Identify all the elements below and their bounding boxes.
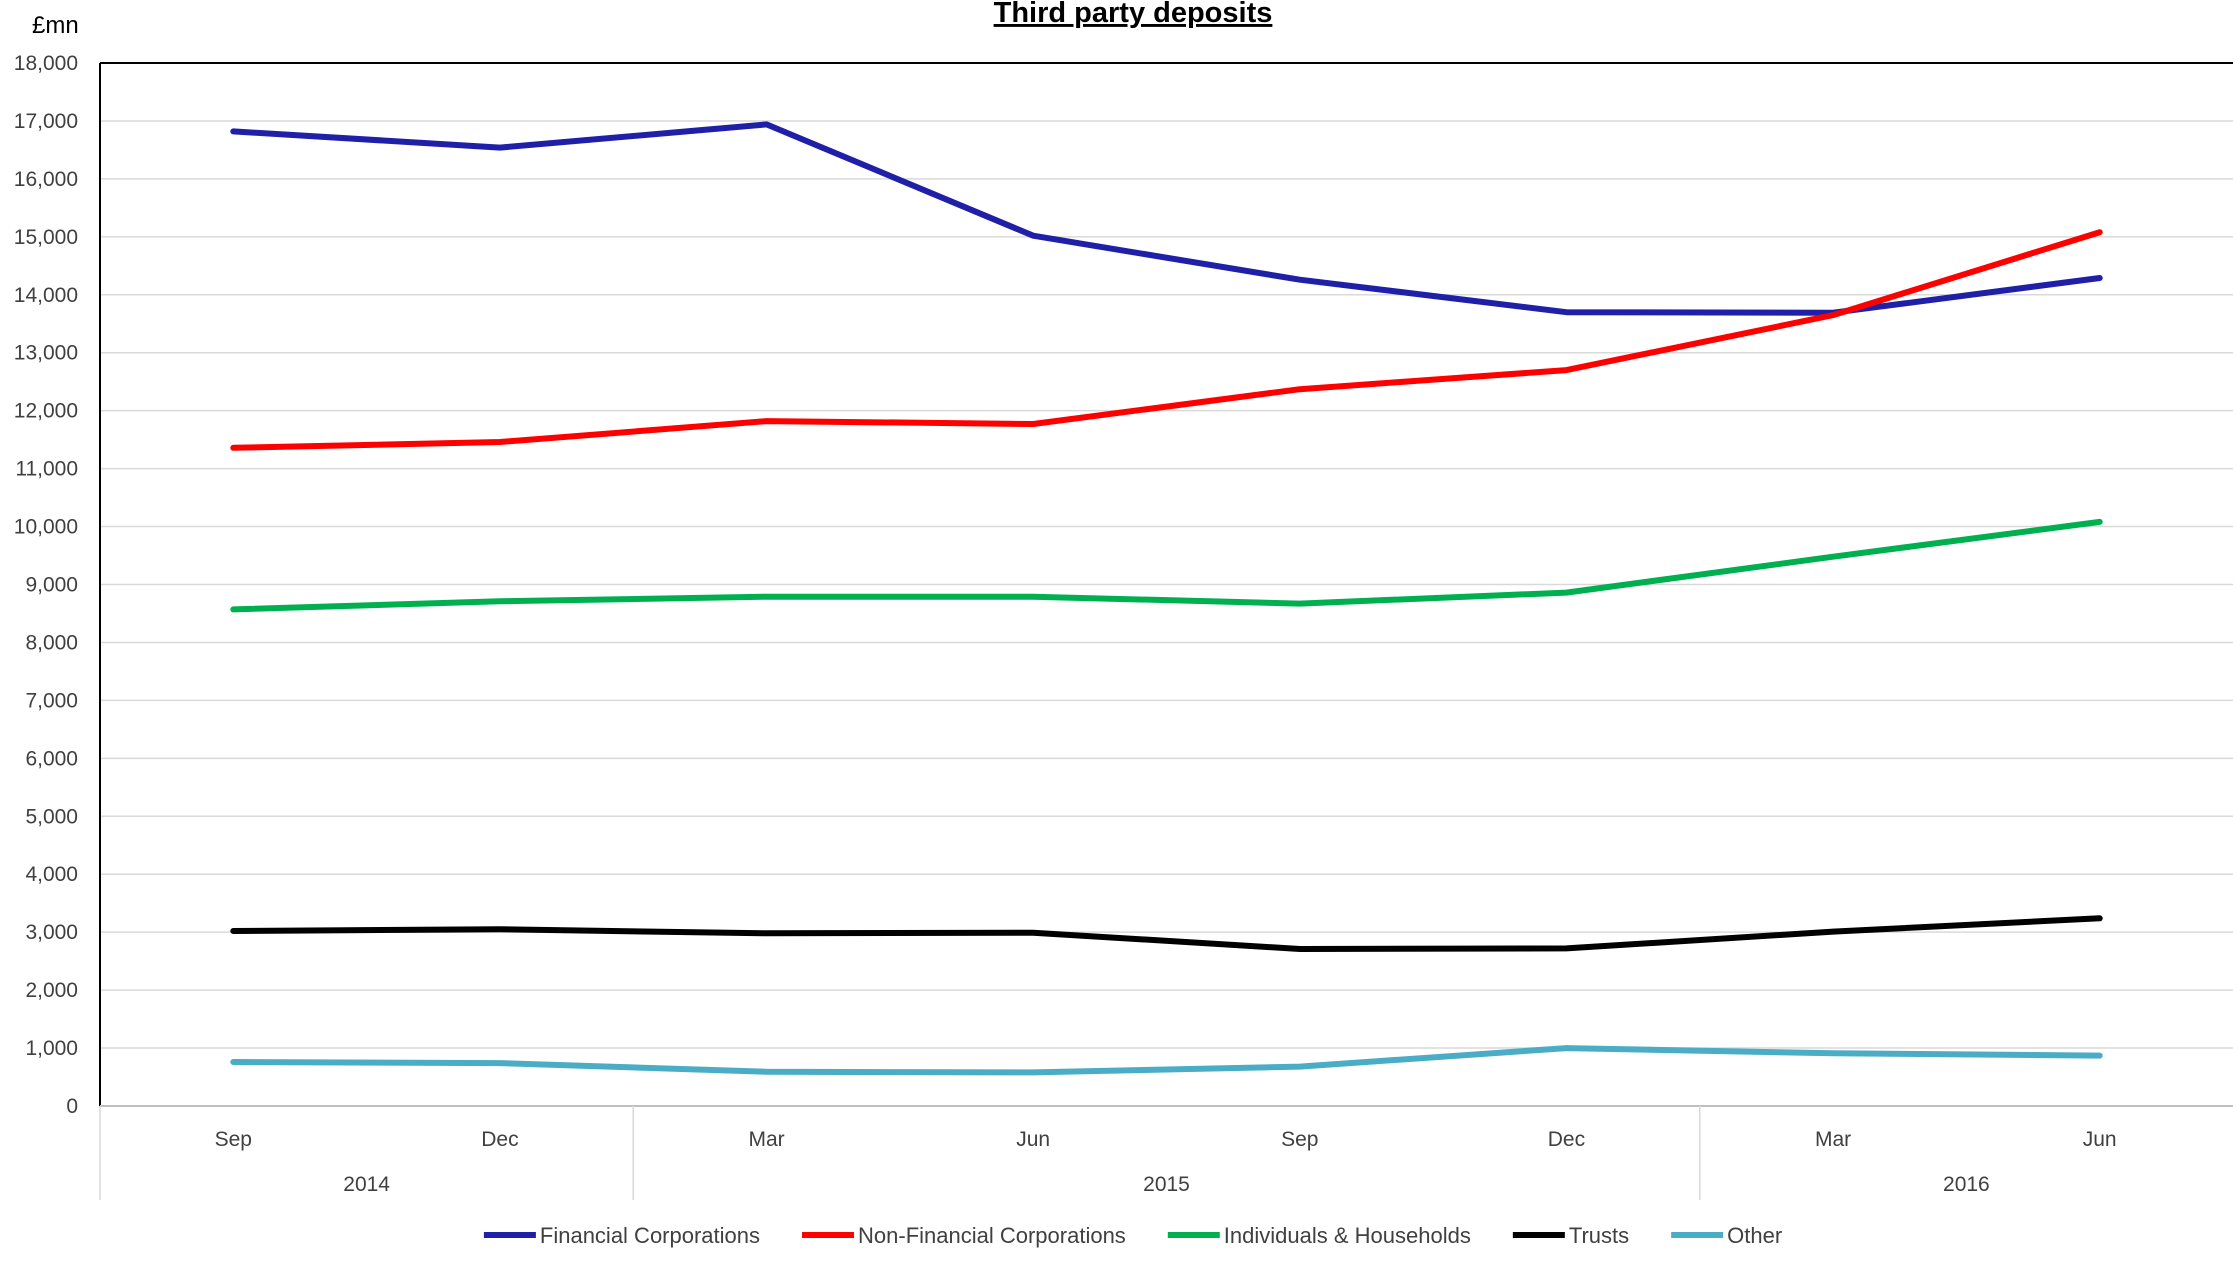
legend-items: Financial Corporations Non-Financial Corp… — [483, 1223, 1782, 1248]
legend-label-financial-corporations: Financial Corporations — [540, 1223, 760, 1248]
x-tick-label: Dec — [1548, 1128, 1585, 1151]
y-tick-label: 3,000 — [25, 921, 78, 944]
gridlines — [100, 62, 2233, 1049]
x-tick-label: Jun — [1016, 1128, 1050, 1151]
series-line-non-financial-corporations — [230, 229, 2103, 451]
series-line-other — [230, 1045, 2103, 1076]
y-tick-label: 4,000 — [25, 863, 78, 886]
y-tick-label: 15,000 — [14, 226, 78, 249]
x-tick-label: Dec — [481, 1128, 518, 1151]
y-tick-label: 11,000 — [15, 458, 78, 481]
x-tick-label: Jun — [2083, 1128, 2117, 1151]
y-tick-label: 1,000 — [25, 1037, 78, 1060]
y-tick-label: 16,000 — [14, 168, 78, 191]
y-tick-label: 9,000 — [25, 574, 78, 597]
chart-title: Third party deposits — [994, 0, 1273, 29]
x-group-label: 2014 — [343, 1173, 390, 1196]
x-tick-label: Mar — [748, 1128, 784, 1151]
series-line-financial-corporations — [230, 121, 2103, 316]
y-tick-label: 17,000 — [14, 110, 78, 133]
legend-label-trusts: Trusts — [1569, 1223, 1629, 1248]
x-group-label: 2016 — [1943, 1173, 1990, 1196]
legend-label-other: Other — [1727, 1223, 1782, 1248]
y-tick-label: 5,000 — [25, 805, 78, 828]
legend-label-non-financial-corporations: Non-Financial Corporations — [858, 1223, 1126, 1248]
series-lines — [230, 121, 2103, 1076]
y-tick-label: 6,000 — [25, 747, 78, 770]
legend-label-individuals-households: Individuals & Households — [1224, 1223, 1471, 1248]
x-tick-label: Sep — [1281, 1128, 1318, 1151]
x-tick-label: Mar — [1815, 1128, 1851, 1151]
y-tick-label: 14,000 — [14, 284, 78, 307]
legend: Financial Corporations Non-Financial Corp… — [483, 1223, 1782, 1248]
y-tick-label: 13,000 — [14, 342, 78, 365]
y-axis-unit-label: £mn — [32, 12, 79, 39]
y-tick-label: 8,000 — [25, 631, 78, 654]
y-tick-label: 12,000 — [14, 400, 78, 423]
x-tick-label: Sep — [215, 1128, 252, 1151]
y-tick-label: 10,000 — [14, 516, 78, 539]
series-line-trusts — [230, 915, 2103, 952]
y-tick-label: 0 — [66, 1095, 78, 1118]
y-tick-label: 2,000 — [25, 979, 78, 1002]
y-tick-label: 7,000 — [25, 689, 78, 712]
y-axis-ticks: 0 1,000 2,000 3,000 4,000 5,000 6,000 7,000 8,00… — [14, 52, 78, 1118]
x-group-label: 2015 — [1143, 1173, 1190, 1196]
x-axis-ticks: Sep Dec Mar Jun Sep Dec Mar Jun 2014 2015 2016 — [99, 1106, 2117, 1200]
series-line-individuals-households — [230, 518, 2103, 613]
y-tick-label: 18,000 — [14, 52, 78, 75]
axes — [99, 62, 2233, 1107]
